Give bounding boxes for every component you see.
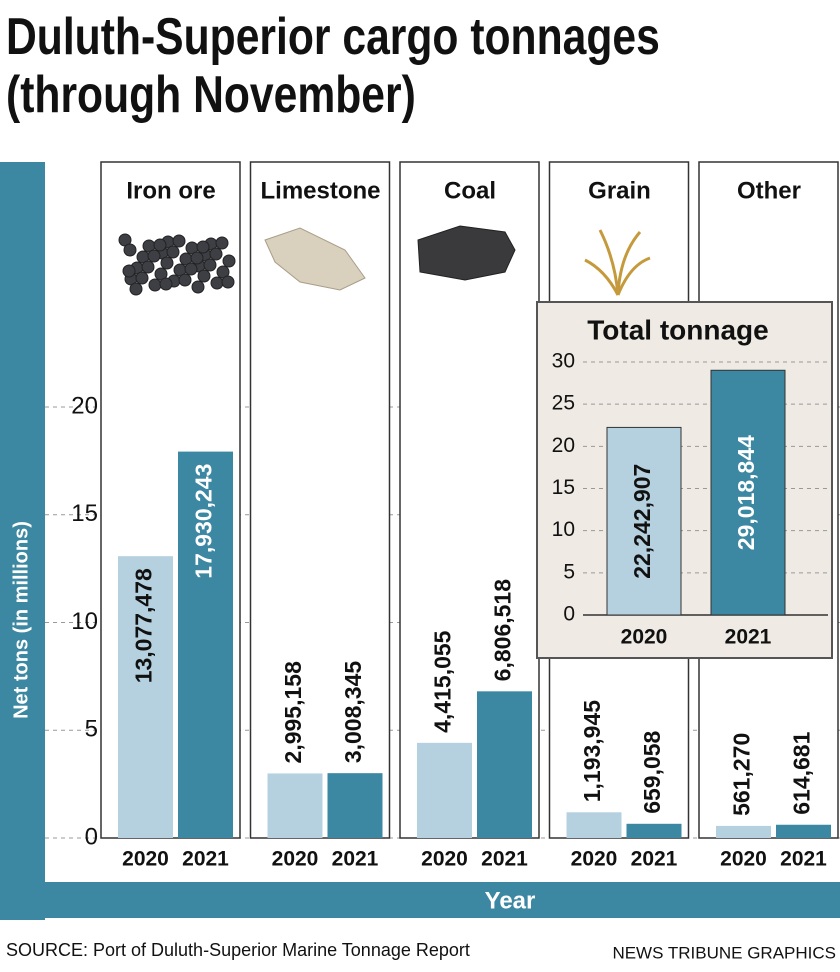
bar bbox=[626, 823, 682, 838]
axis-band bbox=[0, 882, 840, 918]
category-label: Coal bbox=[444, 177, 496, 204]
y-tick-label: 20 bbox=[552, 434, 575, 457]
pellet bbox=[159, 277, 173, 291]
year-label: 2021 bbox=[631, 848, 678, 871]
year-label: 2021 bbox=[182, 848, 229, 871]
bar bbox=[776, 824, 831, 838]
y-tick-label: 5 bbox=[563, 560, 575, 583]
pellet bbox=[122, 264, 136, 278]
inset-title: Total tonnage bbox=[587, 314, 768, 345]
pellet bbox=[123, 243, 137, 257]
category-label: Limestone bbox=[260, 177, 380, 204]
year-label: 2021 bbox=[332, 848, 379, 871]
x-tick-label: 2020 bbox=[621, 626, 668, 649]
y-tick-label: 30 bbox=[552, 350, 575, 373]
value-label: 1,193,945 bbox=[579, 700, 605, 803]
value-label: 3,008,345 bbox=[340, 661, 366, 764]
pellet bbox=[190, 251, 204, 265]
year-label: 2020 bbox=[571, 848, 618, 871]
year-label: 2020 bbox=[720, 848, 767, 871]
grain-icon bbox=[584, 229, 651, 296]
pellet bbox=[148, 278, 162, 292]
value-label: 22,242,907 bbox=[629, 464, 655, 579]
year-label: 2020 bbox=[421, 848, 468, 871]
pellet bbox=[160, 256, 174, 270]
value-label: 561,270 bbox=[729, 733, 755, 816]
pellet bbox=[147, 249, 161, 263]
icons bbox=[118, 225, 651, 296]
pellet bbox=[197, 269, 211, 283]
pellet bbox=[166, 245, 180, 259]
value-label: 13,077,478 bbox=[131, 568, 157, 683]
pellet bbox=[221, 275, 235, 289]
limestone-icon bbox=[264, 227, 366, 291]
value-label: 6,806,518 bbox=[490, 579, 516, 682]
bar bbox=[417, 742, 472, 838]
y-tick-label: 0 bbox=[85, 823, 98, 850]
pellet bbox=[153, 238, 167, 252]
pellet bbox=[141, 260, 155, 274]
pellet bbox=[178, 273, 192, 287]
y-tick-label: 5 bbox=[85, 716, 98, 743]
value-label: 2,995,158 bbox=[280, 661, 306, 764]
pellet bbox=[210, 276, 224, 290]
y-tick-label: 15 bbox=[71, 500, 98, 527]
pellet bbox=[196, 240, 210, 254]
bar bbox=[118, 556, 173, 838]
inset-box bbox=[536, 301, 833, 659]
pellet bbox=[129, 282, 143, 296]
y-tick-label: 10 bbox=[71, 608, 98, 635]
category-label: Other bbox=[737, 177, 801, 204]
year-label: 2020 bbox=[272, 848, 319, 871]
axis-band bbox=[0, 162, 45, 920]
x-axis-label: Year bbox=[485, 887, 536, 914]
bar bbox=[716, 825, 771, 838]
value-label: 659,058 bbox=[639, 730, 665, 813]
pellet bbox=[215, 236, 229, 250]
bar bbox=[710, 369, 786, 616]
pellet bbox=[191, 280, 205, 294]
inset: Total tonnage 0 5 10 15 20 25 30 22,242,907 2020… bbox=[536, 301, 833, 659]
category-label: Grain bbox=[588, 177, 651, 204]
y-tick-label: 10 bbox=[552, 518, 575, 541]
y-tick-label: 15 bbox=[552, 476, 575, 499]
chart-title: Duluth-Superior cargo tonnages (through … bbox=[6, 8, 660, 124]
y-axis-label: Net tons (in millions) bbox=[10, 521, 32, 719]
bar bbox=[606, 426, 682, 616]
pellet bbox=[184, 262, 198, 276]
value-label: 29,018,844 bbox=[733, 435, 759, 550]
year-label: 2021 bbox=[481, 848, 528, 871]
pellet bbox=[203, 258, 217, 272]
year-label: 2021 bbox=[780, 848, 827, 871]
bar bbox=[566, 812, 622, 838]
source: SOURCE: Port of Duluth-Superior Marine T… bbox=[6, 940, 470, 960]
value-label: 614,681 bbox=[789, 731, 815, 814]
bar bbox=[327, 773, 383, 838]
y-tick-label: 0 bbox=[563, 603, 575, 626]
year-label: 2020 bbox=[122, 848, 169, 871]
x-tick-label: 2021 bbox=[725, 626, 772, 649]
value-label: 17,930,243 bbox=[191, 464, 217, 579]
pellet bbox=[172, 234, 186, 248]
y-tick-label: 20 bbox=[71, 392, 98, 419]
pellet bbox=[209, 247, 223, 261]
bar bbox=[178, 451, 233, 838]
credit: NEWS TRIBUNE GRAPHICS bbox=[612, 943, 836, 962]
pellet bbox=[135, 271, 149, 285]
pellet bbox=[222, 254, 236, 268]
bar bbox=[477, 691, 532, 838]
bar bbox=[267, 773, 323, 838]
category-label: Iron ore bbox=[126, 177, 215, 204]
coal-icon bbox=[417, 225, 516, 281]
value-label: 4,415,055 bbox=[430, 630, 456, 733]
y-tick-label: 25 bbox=[552, 392, 575, 415]
